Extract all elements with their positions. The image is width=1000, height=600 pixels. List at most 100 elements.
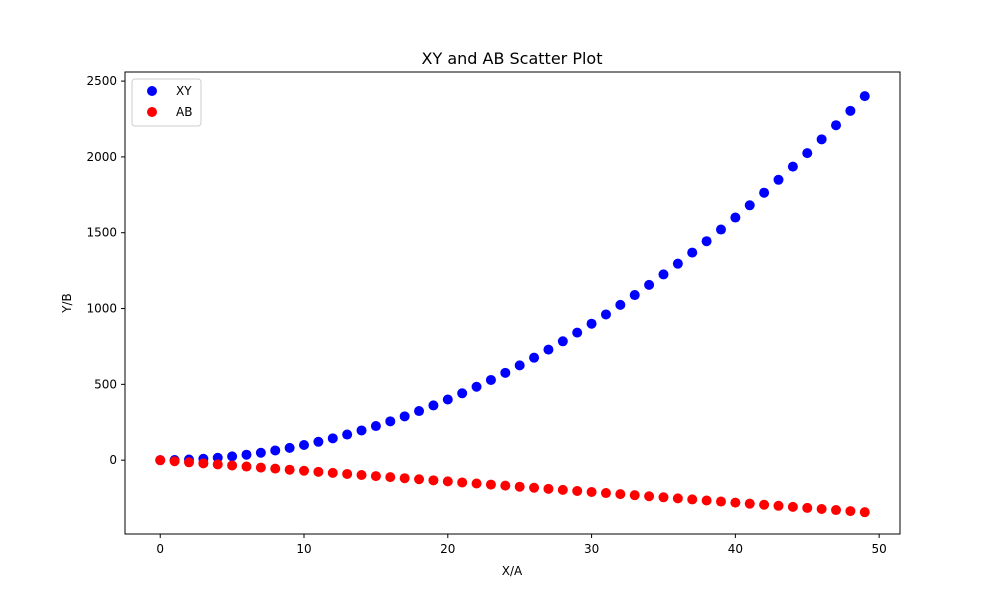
point-xy <box>859 91 870 102</box>
point-xy <box>687 247 698 258</box>
point-xy <box>370 421 381 432</box>
point-xy <box>600 309 611 320</box>
point-xy <box>442 394 453 405</box>
point-ab <box>342 468 353 479</box>
point-ab <box>672 493 683 504</box>
point-xy <box>787 161 798 172</box>
point-xy <box>428 400 439 411</box>
point-ab <box>600 488 611 499</box>
point-ab <box>428 475 439 486</box>
point-ab <box>313 466 324 477</box>
point-ab <box>644 491 655 502</box>
point-ab <box>198 458 209 469</box>
point-xy <box>730 212 741 223</box>
point-ab <box>629 490 640 501</box>
point-ab <box>845 506 856 517</box>
point-ab <box>529 482 540 493</box>
point-xy <box>759 187 770 198</box>
point-xy <box>615 299 626 310</box>
point-ab <box>773 500 784 511</box>
point-xy <box>327 433 338 444</box>
point-ab <box>255 462 266 473</box>
point-ab <box>471 478 482 489</box>
point-ab <box>327 467 338 478</box>
series-ab <box>155 455 870 518</box>
point-xy <box>471 381 482 392</box>
point-ab <box>701 495 712 506</box>
point-ab <box>442 476 453 487</box>
point-ab <box>500 480 511 491</box>
legend-marker-xy <box>147 86 157 96</box>
x-tick-label: 20 <box>440 542 455 556</box>
point-ab <box>457 477 468 488</box>
point-xy <box>514 360 525 371</box>
point-xy <box>744 200 755 211</box>
point-ab <box>831 505 842 516</box>
point-ab <box>270 463 281 474</box>
x-axis: 0 10 20 30 40 50 <box>156 534 887 556</box>
y-tick-label: 1500 <box>86 226 117 240</box>
point-ab <box>687 494 698 505</box>
point-xy <box>629 290 640 301</box>
point-ab <box>557 484 568 495</box>
point-xy <box>414 406 425 417</box>
point-xy <box>557 336 568 347</box>
legend-label-ab: AB <box>176 105 192 119</box>
point-xy <box>342 429 353 440</box>
point-xy <box>845 105 856 116</box>
point-xy <box>313 436 324 447</box>
point-ab <box>227 460 238 471</box>
point-xy <box>485 374 496 385</box>
point-ab <box>759 499 770 510</box>
point-xy <box>399 411 410 422</box>
legend-label-xy: XY <box>176 84 192 98</box>
point-xy <box>715 224 726 235</box>
point-ab <box>816 503 827 514</box>
point-xy <box>356 425 367 436</box>
point-ab <box>586 487 597 497</box>
point-ab <box>356 470 367 481</box>
point-ab <box>414 474 425 485</box>
point-xy <box>586 318 597 329</box>
point-xy <box>500 367 511 378</box>
point-ab <box>514 481 525 492</box>
point-ab <box>169 456 180 467</box>
y-axis-label: Y/B <box>60 293 74 314</box>
x-tick-label: 10 <box>296 542 311 556</box>
point-xy <box>284 442 295 453</box>
point-xy <box>572 327 583 338</box>
point-ab <box>787 501 798 512</box>
point-xy <box>831 120 842 131</box>
y-axis: 0 500 1000 1500 2000 2500 <box>86 74 125 467</box>
point-xy <box>270 445 281 456</box>
point-ab <box>715 496 726 507</box>
point-xy <box>802 148 813 159</box>
point-xy <box>672 258 683 269</box>
chart-title: XY and AB Scatter Plot <box>422 49 603 68</box>
point-ab <box>212 459 223 470</box>
point-xy <box>543 344 554 355</box>
point-ab <box>155 455 166 466</box>
x-axis-label: X/A <box>502 564 523 578</box>
point-xy <box>773 174 784 185</box>
x-tick-label: 30 <box>584 542 599 556</box>
point-ab <box>241 461 252 472</box>
y-tick-label: 500 <box>94 377 117 391</box>
point-ab <box>658 492 669 503</box>
point-xy <box>299 439 310 450</box>
y-tick-label: 2500 <box>86 74 117 88</box>
point-xy <box>457 388 468 399</box>
data-points <box>155 91 870 518</box>
point-ab <box>399 473 410 484</box>
y-tick-label: 1000 <box>86 302 117 316</box>
point-xy <box>644 279 655 290</box>
point-ab <box>730 497 741 508</box>
point-ab <box>802 502 813 513</box>
point-xy <box>816 134 827 145</box>
point-xy <box>241 449 252 460</box>
x-tick-label: 50 <box>872 542 887 556</box>
point-xy <box>658 269 669 280</box>
x-tick-label: 0 <box>156 542 164 556</box>
point-ab <box>543 483 554 494</box>
